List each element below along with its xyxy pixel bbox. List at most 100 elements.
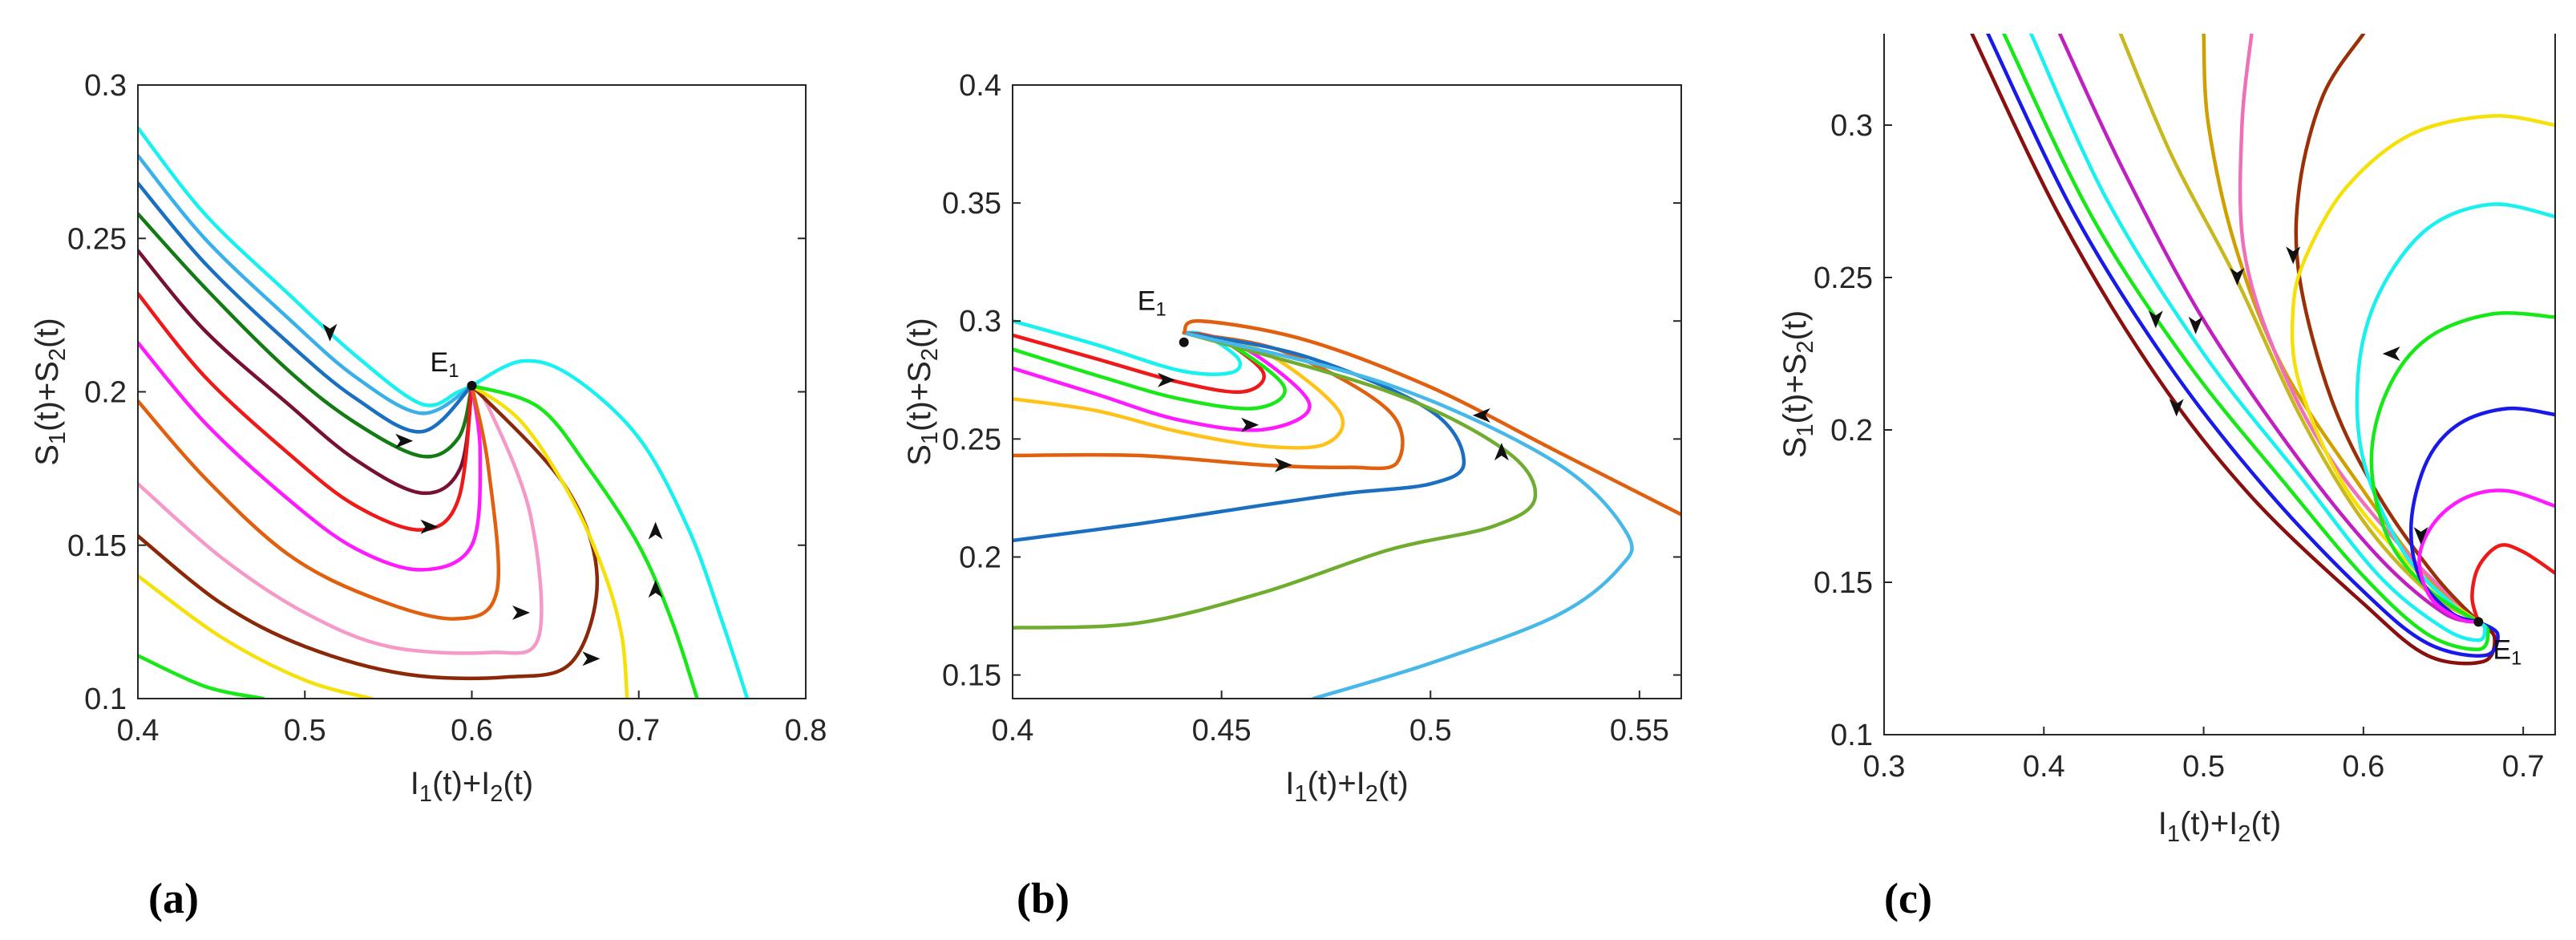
direction-arrow (420, 519, 439, 534)
x-tick-label: 0.6 (451, 714, 493, 748)
trajectory-green (2002, 34, 2490, 651)
direction-arrow (2148, 310, 2163, 329)
equilibrium-point (1179, 337, 1189, 347)
y-tick-label: 0.2 (959, 541, 1001, 574)
trajectory-pink (2238, 34, 2481, 624)
trajectory-steelblue (138, 181, 474, 434)
trajectory-green (138, 654, 265, 699)
axes-frame (1883, 34, 2556, 735)
x-tick-label: 0.7 (2502, 750, 2545, 784)
panel-c: 0.3 0.4 0.5 0.6 0.7 0.1 0.15 0.2 0.25 0.3 I1(t)+I2… (1777, 34, 2556, 847)
direction-arrow (1157, 372, 1175, 387)
y-tick-label: 0.15 (1814, 566, 1873, 600)
direction-arrow (2286, 246, 2301, 265)
trajectory-cyan (2029, 34, 2487, 642)
direction-arrow (648, 521, 663, 540)
equilibrium-point (2473, 617, 2484, 627)
x-tick-label: 0.4 (117, 714, 160, 748)
y-tick-label: 0.15 (67, 529, 127, 563)
x-tick-label: 0.3 (1863, 750, 1906, 784)
panel-label-b: (b) (1017, 874, 1070, 922)
direction-arrows (322, 323, 663, 667)
direction-arrow (1472, 407, 1490, 423)
equilibrium-label: E1 (1138, 286, 1167, 321)
equilibrium-label: E1 (431, 347, 459, 382)
trajectories (1013, 318, 1681, 699)
direction-arrow (582, 651, 601, 667)
y-tick-label: 0.1 (1830, 719, 1873, 752)
panel-b: 0.4 0.45 0.5 0.55 0.15 0.2 0.25 0.3 0.35 0.4 I1(t)… (902, 69, 1682, 807)
direction-arrow (322, 323, 338, 342)
trajectory-lightblue (1182, 330, 1634, 699)
x-tick-label: 0.5 (284, 714, 326, 748)
trajectory-cyan-right (470, 359, 750, 699)
y-tick-label: 0.1 (84, 683, 127, 716)
direction-arrow (2382, 346, 2400, 361)
y-tick-label: 0.3 (84, 69, 127, 103)
panel-a: 0.4 0.5 0.6 0.7 0.8 0.1 0.15 0.2 0.25 0.3 I1(t)+I2… (30, 69, 827, 807)
trajectory-blue (1013, 330, 1466, 543)
trajectory-magenta (138, 341, 483, 572)
x-axis-title: I1(t)+I2(t) (1285, 766, 1408, 807)
y-tick-label: 0.35 (942, 187, 1001, 221)
trajectory-cyan (138, 126, 474, 407)
trajectory-skyblue (138, 153, 474, 415)
y-tick-label: 0.4 (959, 69, 1001, 103)
direction-arrows (1157, 372, 1509, 472)
direction-arrow (2230, 268, 2245, 286)
y-axis-title: S1(t)+S2(t) (1777, 310, 1818, 459)
trajectory-orange (138, 383, 501, 621)
direction-arrow (512, 605, 530, 620)
y-tick-label: 0.2 (84, 376, 127, 410)
x-tick-label: 0.8 (785, 714, 827, 748)
equilibrium-point (467, 380, 477, 391)
direction-arrows (2148, 246, 2428, 545)
trajectory-blue-2 (2408, 406, 2555, 624)
y-tick-label: 0.25 (942, 423, 1001, 456)
panel-label-a: (a) (148, 874, 199, 922)
trajectory-yellow (138, 573, 374, 699)
trajectory-olive (2118, 34, 2481, 624)
y-tick-label: 0.25 (1814, 261, 1873, 295)
direction-arrow (1494, 443, 1509, 461)
y-tick-label: 0.25 (67, 222, 127, 256)
axes-frame (1012, 84, 1682, 699)
y-axis-title: S1(t)+S2(t) (30, 318, 71, 466)
y-axis-title: S1(t)+S2(t) (902, 318, 943, 466)
x-tick-label: 0.6 (2342, 750, 2384, 784)
x-tick-label: 0.5 (2182, 750, 2225, 784)
direction-arrow (1274, 457, 1292, 472)
x-tick-label: 0.4 (2023, 750, 2065, 784)
trajectories (138, 126, 750, 699)
x-tick-label: 0.5 (1409, 714, 1452, 748)
trajectory-orange-top (1182, 318, 1681, 517)
trajectory-yellow-right (470, 383, 629, 699)
trajectory-magenta (2057, 34, 2481, 624)
equilibrium-label: E1 (2493, 634, 2521, 669)
y-tick-label: 0.3 (959, 305, 1001, 338)
trajectory-darkred (1970, 34, 2497, 666)
y-tick-label: 0.2 (1830, 414, 1873, 448)
x-tick-label: 0.45 (1192, 714, 1252, 748)
x-axis-title: I1(t)+I2(t) (410, 766, 533, 807)
direction-arrow (2413, 527, 2428, 545)
y-tick-label: 0.3 (1830, 109, 1873, 143)
trajectory-green-dark (138, 212, 474, 459)
trajectories (1970, 34, 2555, 666)
x-tick-label: 0.4 (992, 714, 1034, 748)
x-tick-label: 0.7 (617, 714, 660, 748)
trajectory-red (138, 291, 474, 532)
direction-arrow (648, 580, 663, 598)
trajectory-maroon (138, 249, 474, 496)
trajectory-olive (1013, 330, 1538, 630)
trajectory-pink (138, 383, 544, 655)
trajectory-cyan-2 (2355, 202, 2555, 624)
x-tick-label: 0.55 (1610, 714, 1669, 748)
trajectory-green-right (470, 383, 699, 699)
trajectory-magenta-2 (2417, 488, 2555, 624)
direction-arrow (2188, 316, 2203, 334)
y-tick-label: 0.15 (942, 659, 1001, 693)
x-axis-title: I1(t)+I2(t) (2158, 806, 2281, 847)
